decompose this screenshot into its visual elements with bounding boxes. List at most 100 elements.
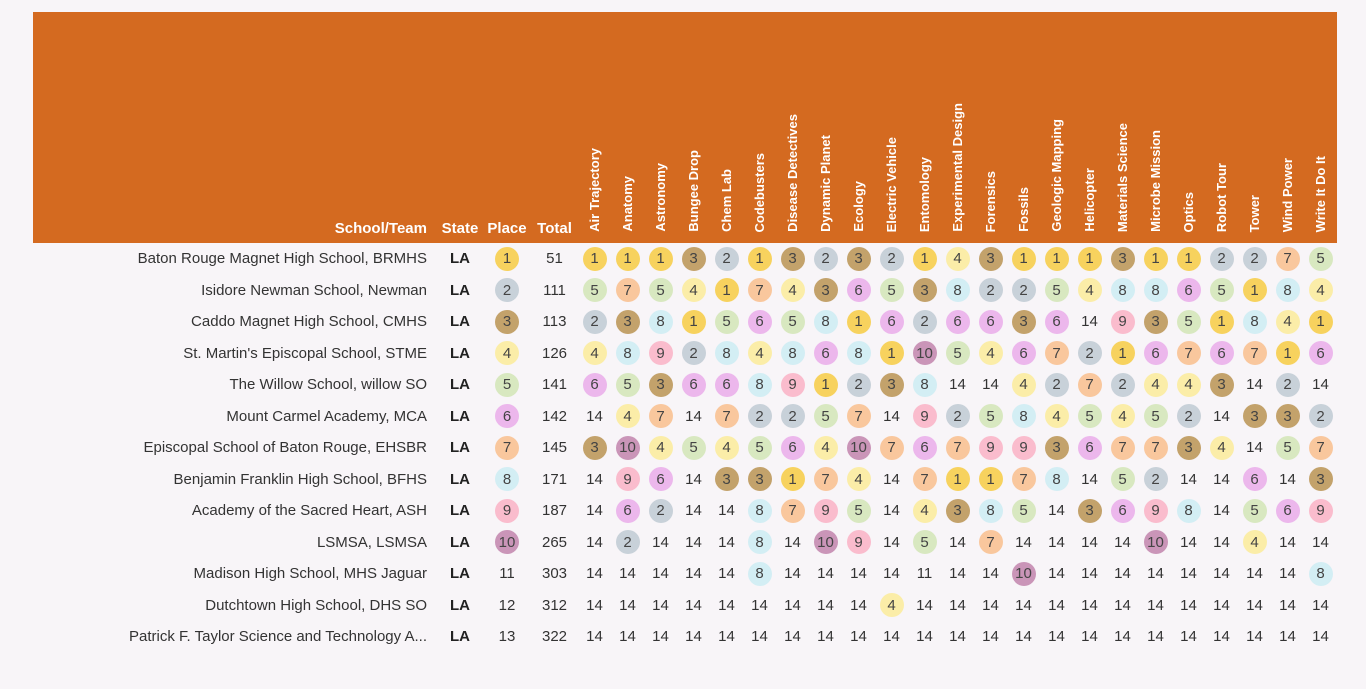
- score-cell: 14: [1180, 470, 1197, 488]
- score-cell: 8: [1139, 275, 1172, 307]
- event-header-air-trajectory[interactable]: Air Trajectory: [578, 12, 611, 243]
- event-header-experimental-design[interactable]: Experimental Design: [941, 12, 974, 243]
- score-cell: 3: [875, 369, 908, 401]
- score-cell: 6: [1073, 432, 1106, 464]
- score-cell: 1: [941, 464, 974, 496]
- score-badge: 6: [582, 372, 607, 397]
- score-cell: 2: [1106, 369, 1139, 401]
- score-cell: 14: [751, 628, 768, 646]
- event-header-codebusters[interactable]: Codebusters: [743, 12, 776, 243]
- column-header-state[interactable]: State: [437, 12, 483, 243]
- event-header-tower[interactable]: Tower: [1238, 12, 1271, 243]
- score-badge: 3: [1308, 467, 1333, 492]
- event-header-optics[interactable]: Optics: [1172, 12, 1205, 243]
- score-cell: 2: [875, 243, 908, 275]
- score-badge: 10: [846, 435, 871, 460]
- score-cell: 6: [809, 338, 842, 370]
- event-header-ecology[interactable]: Ecology: [842, 12, 875, 243]
- score-badge: 4: [846, 467, 871, 492]
- score-cell: 10: [1139, 527, 1172, 559]
- score-badge: 5: [912, 530, 937, 555]
- score-badge: 5: [714, 309, 739, 334]
- score-cell: 9: [1007, 432, 1040, 464]
- state-cell: LA: [450, 628, 470, 646]
- score-badge: 4: [582, 341, 607, 366]
- score-cell: 5: [1007, 495, 1040, 527]
- school-cell: Mount Carmel Academy, MCA: [226, 407, 427, 425]
- score-badge: 3: [714, 467, 739, 492]
- score-cell: 14: [916, 596, 933, 614]
- score-badge: 10: [615, 435, 640, 460]
- column-header-total[interactable]: Total: [531, 12, 578, 243]
- score-cell: 14: [586, 565, 603, 583]
- score-badge: 4: [813, 435, 838, 460]
- event-header-materials-science[interactable]: Materials Science: [1106, 12, 1139, 243]
- event-header-dynamic-planet[interactable]: Dynamic Planet: [809, 12, 842, 243]
- score-cell: 4: [611, 401, 644, 433]
- score-badge: 6: [1044, 309, 1069, 334]
- school-cell: Caddo Magnet High School, CMHS: [191, 313, 427, 331]
- score-cell: 9: [644, 338, 677, 370]
- event-header-robot-tour[interactable]: Robot Tour: [1205, 12, 1238, 243]
- event-header-microbe-mission[interactable]: Microbe Mission: [1139, 12, 1172, 243]
- event-header-disease-detectives[interactable]: Disease Detectives: [776, 12, 809, 243]
- score-cell: 3: [1304, 464, 1337, 496]
- score-cell: 2: [941, 401, 974, 433]
- table-row: LSMSA, LSMSA LA 10 265 14 2 14 14 14 8 14 10 9 14 5 14 7…: [33, 527, 1337, 559]
- score-cell: 14: [586, 533, 603, 551]
- event-header-entomology[interactable]: Entomology: [908, 12, 941, 243]
- column-header-place[interactable]: Place: [483, 12, 531, 243]
- event-header-astronomy[interactable]: Astronomy: [644, 12, 677, 243]
- event-header-wind-power[interactable]: Wind Power: [1271, 12, 1304, 243]
- place-cell: 9: [483, 495, 531, 527]
- score-cell: 14: [982, 565, 999, 583]
- score-cell: 4: [1205, 432, 1238, 464]
- place-cell: 8: [483, 464, 531, 496]
- place-badge: 3: [495, 309, 519, 334]
- score-cell: 14: [883, 470, 900, 488]
- event-header-geologic-mapping[interactable]: Geologic Mapping: [1040, 12, 1073, 243]
- score-badge: 1: [1176, 246, 1201, 271]
- score-cell: 2: [578, 306, 611, 338]
- score-cell: 9: [974, 432, 1007, 464]
- score-cell: 5: [644, 275, 677, 307]
- event-header-bungee-drop[interactable]: Bungee Drop: [677, 12, 710, 243]
- score-cell: 14: [1081, 628, 1098, 646]
- score-badge: 6: [615, 498, 640, 523]
- score-cell: 14: [1279, 596, 1296, 614]
- score-cell: 4: [710, 432, 743, 464]
- score-cell: 7: [743, 275, 776, 307]
- event-header-anatomy[interactable]: Anatomy: [611, 12, 644, 243]
- total-cell: 322: [541, 628, 568, 646]
- score-cell: 14: [1279, 533, 1296, 551]
- event-header-forensics[interactable]: Forensics: [974, 12, 1007, 243]
- place-cell: 1: [483, 243, 531, 275]
- score-cell: 3: [842, 243, 875, 275]
- event-header-helicopter[interactable]: Helicopter: [1073, 12, 1106, 243]
- event-header-electric-vehicle[interactable]: Electric Vehicle: [875, 12, 908, 243]
- score-badge: 4: [1077, 278, 1102, 303]
- score-cell: 14: [1048, 596, 1065, 614]
- score-cell: 2: [1139, 464, 1172, 496]
- score-cell: 1: [1139, 243, 1172, 275]
- school-cell: Benjamin Franklin High School, BFHS: [173, 470, 427, 488]
- score-cell: 5: [611, 369, 644, 401]
- score-cell: 6: [710, 369, 743, 401]
- score-cell: 3: [644, 369, 677, 401]
- score-cell: 14: [1081, 313, 1098, 331]
- event-header-fossils[interactable]: Fossils: [1007, 12, 1040, 243]
- place-cell: 2: [483, 275, 531, 307]
- score-cell: 5: [578, 275, 611, 307]
- score-cell: 6: [1040, 306, 1073, 338]
- event-header-chem-lab[interactable]: Chem Lab: [710, 12, 743, 243]
- score-badge: 9: [648, 341, 673, 366]
- score-cell: 14: [1213, 628, 1230, 646]
- event-header-label: Optics: [1180, 191, 1196, 232]
- column-header-school-team[interactable]: School/Team: [33, 12, 437, 243]
- score-badge: 7: [1110, 435, 1135, 460]
- score-badge: 6: [1209, 341, 1234, 366]
- score-badge: 5: [846, 498, 871, 523]
- score-cell: 14: [883, 628, 900, 646]
- score-cell: 4: [1238, 527, 1271, 559]
- event-header-write-it-do-it[interactable]: Write It Do It: [1304, 12, 1337, 243]
